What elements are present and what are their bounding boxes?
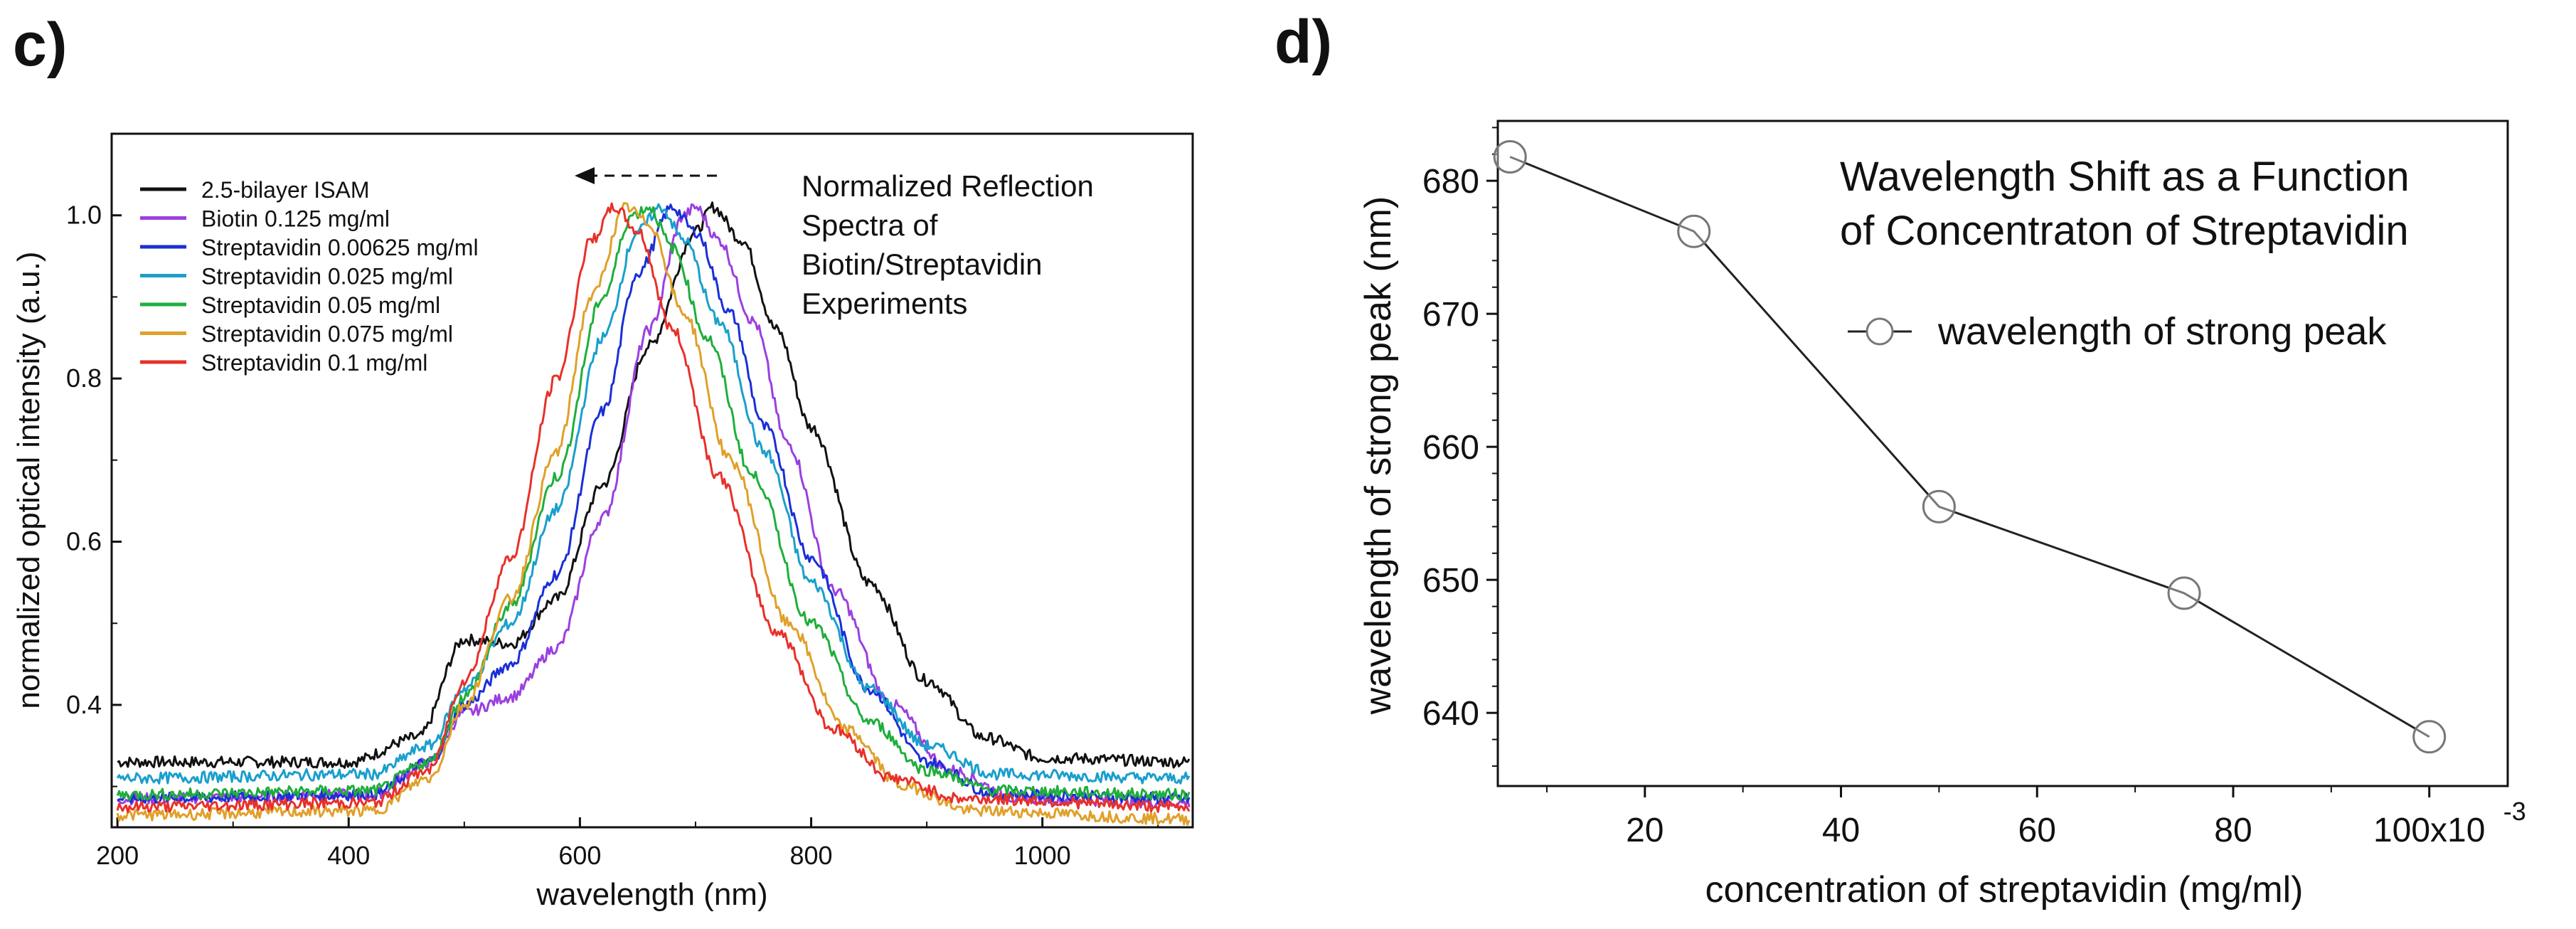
spectra-plot-frame xyxy=(110,132,1194,829)
peak-x-tick-label: 40 xyxy=(1822,812,1860,849)
peak-title-line: of Concentraton of Streptavidin xyxy=(1840,208,2409,254)
peak-shift-plot-frame xyxy=(1496,120,2509,787)
peak-series-line xyxy=(1509,156,2430,738)
peak-shift-legend: wavelength of strong peak xyxy=(1848,310,2387,353)
spectrum-line-3 xyxy=(116,203,1191,785)
spectra-title: Normalized Reflection Spectra of Biotin/St… xyxy=(802,169,1094,320)
spectra-x-tick-label: 1000 xyxy=(1014,841,1071,870)
spectrum-line-4 xyxy=(116,206,1191,801)
peak-title-line: Wavelength Shift as a Function xyxy=(1840,154,2410,200)
peak-x-tick-label: 80 xyxy=(2214,812,2252,849)
peak-legend-label: wavelength of strong peak xyxy=(1937,310,2387,353)
peak-y-tick-label: 660 xyxy=(1422,429,1479,467)
spectra-legend: 2.5-bilayer ISAM Biotin 0.125 mg/ml Strept… xyxy=(140,177,479,376)
peak-data-point xyxy=(2167,576,2201,610)
peak-data-point xyxy=(2412,720,2447,754)
peak-x-tick-label: 20 xyxy=(1626,812,1664,849)
spectra-y-tick-label: 0.4 xyxy=(66,690,102,719)
spectra-legend-label: 2.5-bilayer ISAM xyxy=(201,177,370,203)
panel-label-c: c) xyxy=(13,11,67,79)
peak-y-tick-label: 650 xyxy=(1422,562,1479,600)
spectrum-line-0 xyxy=(117,201,1191,769)
spectra-legend-label: Streptavidin 0.1 mg/ml xyxy=(201,350,427,376)
spectrum-line-6 xyxy=(116,202,1191,814)
spectra-x-tick-label: 400 xyxy=(327,841,370,870)
spectra-title-line: Biotin/Streptavidin xyxy=(802,248,1043,281)
peak-x-exponent: -3 xyxy=(2503,797,2526,826)
peak-legend-marker xyxy=(1866,317,1894,346)
peak-shift-x-axis-label: concentration of streptavidin (mg/ml) xyxy=(1705,869,2303,911)
spectra-x-tick-label: 600 xyxy=(558,841,601,870)
spectra-ticks: 200 400 600 800 1000 0.4 0.6 0.8 1.0 xyxy=(66,201,1159,870)
blue-shift-arrow xyxy=(575,167,717,184)
peak-x-tick-label: 100x10 xyxy=(2373,812,2485,849)
spectra-series xyxy=(116,201,1191,826)
peak-data-point xyxy=(1677,214,1711,248)
peak-shift-chart: 20 40 60 80 100x10 -3 640 650 660 670 680 Waveleng… xyxy=(1358,120,2526,911)
spectra-y-tick-label: 1.0 xyxy=(66,201,102,230)
spectra-x-tick-label: 800 xyxy=(789,841,832,870)
spectra-title-line: Experiments xyxy=(802,287,967,320)
spectrum-line-5 xyxy=(116,202,1191,826)
peak-y-tick-label: 640 xyxy=(1422,695,1479,733)
peak-y-tick-label: 680 xyxy=(1422,163,1479,201)
spectra-legend-label: Streptavidin 0.075 mg/ml xyxy=(201,322,453,347)
spectra-y-tick-label: 0.6 xyxy=(66,527,102,556)
spectra-title-line: Normalized Reflection xyxy=(802,169,1094,203)
spectra-legend-label: Biotin 0.125 mg/ml xyxy=(201,206,390,232)
spectra-y-axis-label: normalized optical intensity (a.u.) xyxy=(11,251,46,708)
peak-shift-series xyxy=(1493,139,2447,754)
peak-data-point xyxy=(1922,489,1956,524)
peak-shift-ticks: 20 40 60 80 100x10 -3 640 650 660 670 680 xyxy=(1422,127,2526,849)
spectra-y-tick-label: 0.8 xyxy=(66,363,102,393)
peak-shift-title: Wavelength Shift as a Function of Concent… xyxy=(1840,154,2410,254)
peak-data-point xyxy=(1493,139,1527,174)
spectra-x-axis-label: wavelength (nm) xyxy=(536,877,767,912)
spectra-legend-label: Streptavidin 0.025 mg/ml xyxy=(201,264,453,290)
peak-shift-y-axis-label: wavelength of strong peak (nm) xyxy=(1358,196,1399,715)
spectra-x-tick-label: 200 xyxy=(96,841,139,870)
spectra-title-line: Spectra of xyxy=(802,208,938,242)
peak-x-tick-label: 60 xyxy=(2018,812,2056,849)
spectra-legend-label: Streptavidin 0.05 mg/ml xyxy=(201,292,440,318)
panel-label-d: d) xyxy=(1274,8,1332,76)
peak-y-tick-label: 670 xyxy=(1422,296,1479,334)
spectra-legend-label: Streptavidin 0.00625 mg/ml xyxy=(201,235,479,260)
spectra-chart: 200 400 600 800 1000 0.4 0.6 0.8 1.0 2.5-bilayer… xyxy=(11,132,1194,912)
